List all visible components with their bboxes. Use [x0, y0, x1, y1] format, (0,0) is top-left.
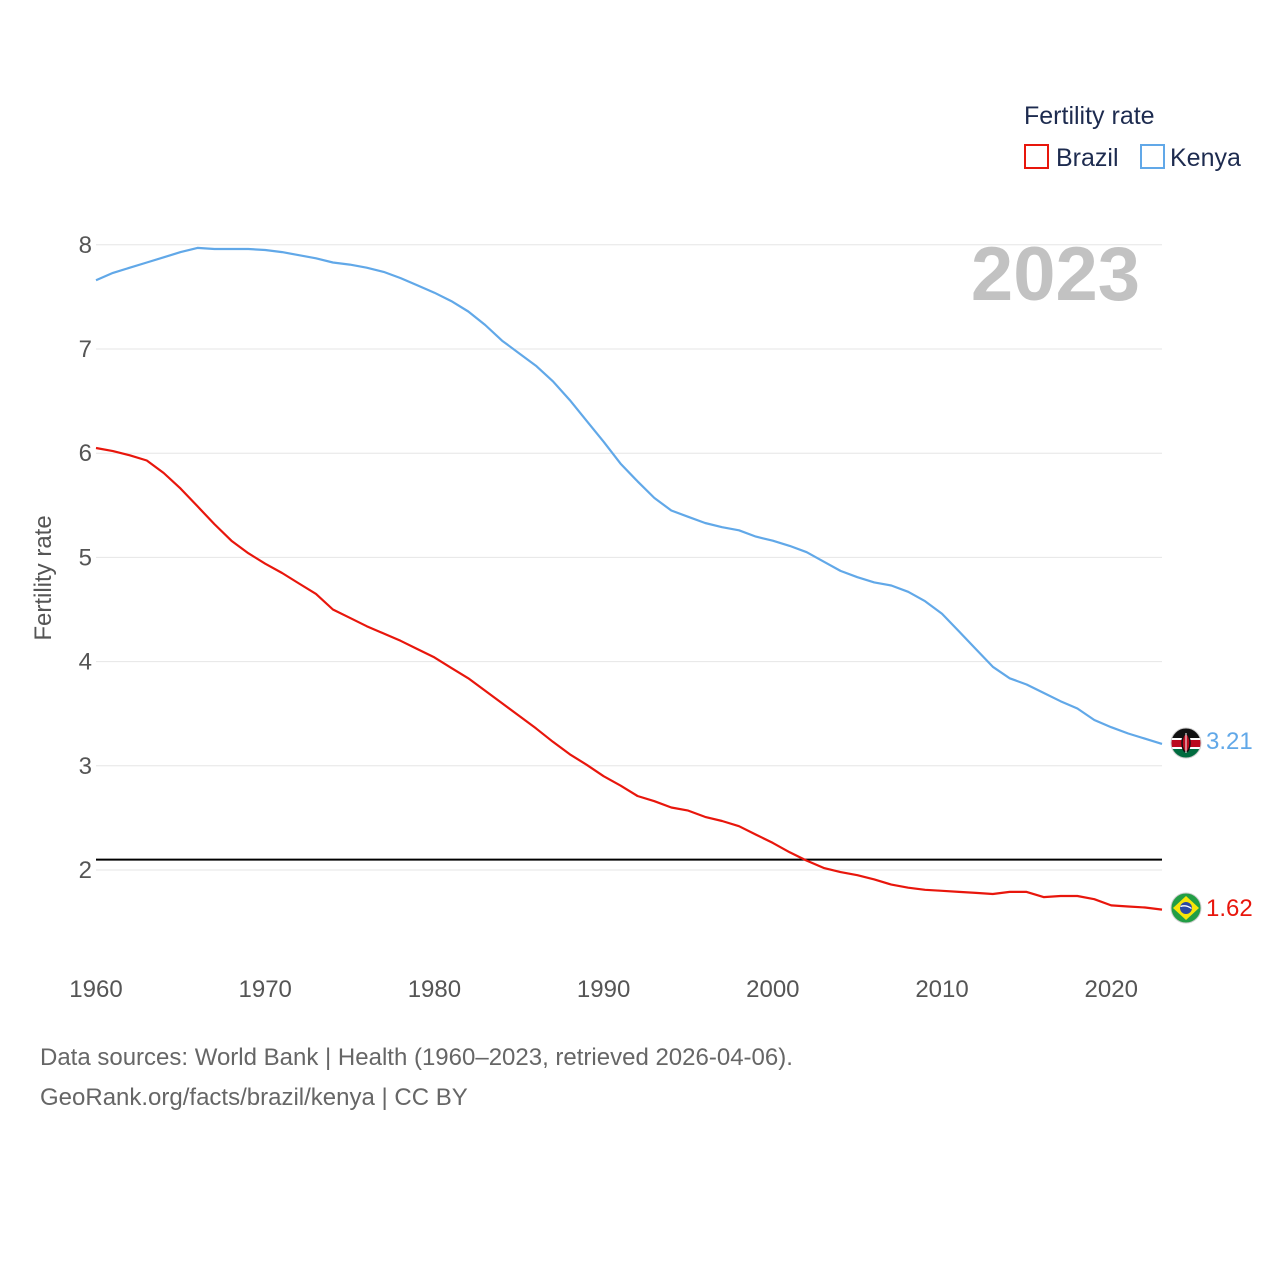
series-lines	[95, 246, 1163, 911]
y-tick-label: 8	[79, 232, 92, 259]
year-watermark: 2023	[971, 232, 1140, 317]
x-tick-label: 1960	[69, 976, 122, 1003]
legend-label-kenya: Kenya	[1170, 144, 1241, 172]
y-tick-label: 4	[79, 649, 92, 676]
brazil-end-value-label: 1.62	[1206, 895, 1253, 922]
x-tick-label: 1970	[239, 976, 292, 1003]
brazil-flag-icon	[1171, 893, 1201, 923]
x-tick-label: 2020	[1085, 976, 1138, 1003]
x-tick-label: 1980	[408, 976, 461, 1003]
x-tick-label: 1990	[577, 976, 630, 1003]
y-tick-label: 3	[79, 753, 92, 780]
y-tick-label: 2	[79, 857, 92, 884]
data-source-footer: Data sources: World Bank | Health (1960–…	[40, 1044, 793, 1071]
x-tick-label: 2000	[746, 976, 799, 1003]
y-tick-label: 7	[79, 336, 92, 363]
legend-swatch-brazil	[1024, 144, 1049, 169]
series-line-kenya	[95, 246, 1163, 745]
legend-title: Fertility rate	[1024, 102, 1155, 130]
y-tick-label: 6	[79, 440, 92, 467]
attribution-footer: GeoRank.org/facts/brazil/kenya | CC BY	[40, 1084, 468, 1111]
x-tick-label: 2010	[915, 976, 968, 1003]
legend-label-brazil: Brazil	[1056, 144, 1119, 172]
y-axis-title: Fertility rate	[30, 515, 57, 640]
gridlines	[96, 244, 1162, 871]
kenya-flag-icon	[1171, 728, 1201, 758]
legend-swatch-kenya	[1140, 144, 1165, 169]
series-line-brazil	[95, 446, 1163, 911]
y-axis-ticks: 2 3 4 5 6 7 8	[79, 232, 92, 884]
kenya-end-value-label: 3.21	[1206, 728, 1253, 755]
legend: Fertility rate Brazil Kenya	[1024, 102, 1241, 172]
y-tick-label: 5	[79, 544, 92, 571]
x-axis-ticks: 1960 1970 1980 1990 2000 2010 2020	[69, 976, 1138, 1003]
